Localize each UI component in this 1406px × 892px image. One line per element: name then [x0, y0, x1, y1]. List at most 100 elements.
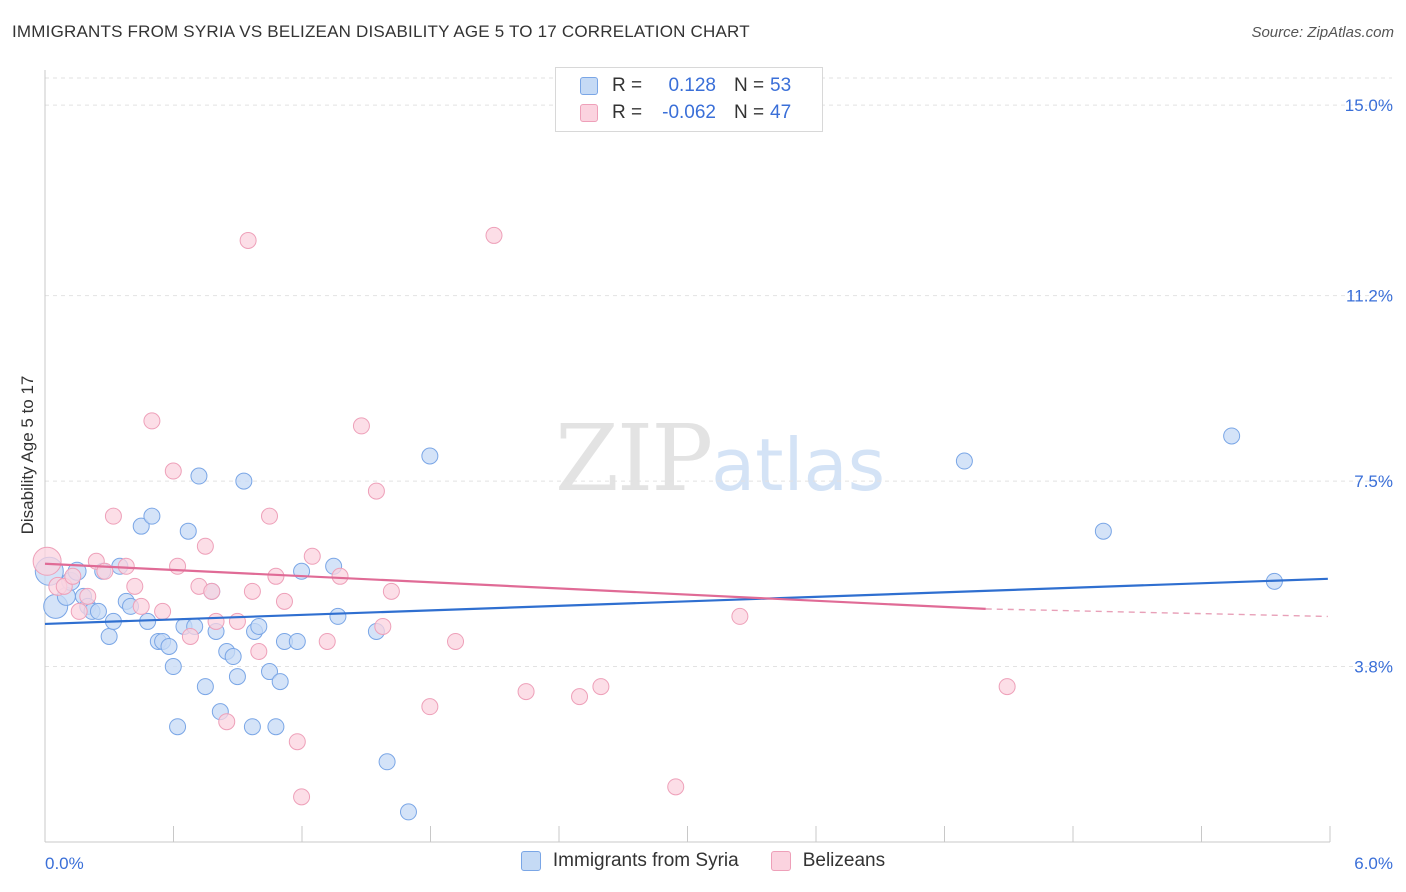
syria-point: [169, 718, 187, 736]
x-tick-label: 6.0%: [1354, 854, 1393, 873]
syria-point: [100, 627, 118, 645]
belizean-point: [331, 567, 349, 585]
belizean-point: [181, 627, 199, 645]
syria-point: [1094, 522, 1112, 540]
belizean-point: [126, 577, 144, 595]
syria-point: [235, 472, 253, 490]
r-value: -0.062: [662, 102, 716, 123]
belizean-point: [70, 602, 88, 620]
belizean-point: [447, 632, 465, 650]
legend-row-syria: R = 0.128 N = 53: [580, 73, 791, 99]
belizean-point: [275, 592, 293, 610]
syria-point: [955, 452, 973, 470]
belizean-point: [485, 226, 503, 244]
belizean-point: [243, 582, 261, 600]
syria-point: [267, 718, 285, 736]
belizean-trend-extension: [985, 608, 1328, 618]
belizean-point: [421, 698, 439, 716]
r-label: R =: [612, 102, 643, 123]
correlation-legend: R = 0.128 N = 53 R = -0.062 N = 47: [555, 67, 823, 132]
chart-title: IMMIGRANTS FROM SYRIA VS BELIZEAN DISABI…: [12, 22, 750, 41]
x-tick-label: 0.0%: [45, 854, 84, 873]
r-label: R =: [612, 75, 643, 96]
y-tick-label: 15.0%: [1345, 96, 1393, 115]
belizean-point: [250, 643, 268, 661]
belizean-point: [207, 612, 225, 630]
belizean-point: [154, 602, 172, 620]
syria-trend-line: [44, 577, 1328, 626]
syria-point: [164, 658, 182, 676]
y-axis-label: Disability Age 5 to 17: [18, 375, 37, 535]
syria-point: [250, 617, 268, 635]
belizean-point: [267, 567, 285, 585]
y-tick-label: 3.8%: [1354, 658, 1393, 677]
belizean-point: [203, 582, 221, 600]
belizean-point: [261, 507, 278, 525]
belizean-trend-line: [44, 562, 986, 610]
belizean-point: [104, 507, 122, 525]
belizean-point: [239, 231, 257, 249]
syria-point: [190, 467, 208, 485]
belizean-point: [303, 547, 321, 565]
syria-point: [329, 607, 347, 625]
belizean-point: [352, 417, 370, 435]
syria-point: [228, 668, 246, 686]
belizean-point: [367, 482, 385, 500]
syria-point: [143, 507, 161, 525]
syria-point: [132, 517, 150, 535]
syria-point: [243, 718, 261, 736]
r-value: 0.128: [668, 75, 716, 96]
belizean-point: [196, 537, 214, 555]
belizean-point: [998, 678, 1016, 696]
belizean-point: [517, 683, 535, 701]
belizean-point: [571, 688, 589, 706]
legend-row-belizeans: R = -0.062 N = 47: [580, 100, 791, 126]
belizean-point: [382, 582, 400, 600]
belizean-point: [228, 612, 246, 630]
belizean-point: [79, 587, 97, 605]
syria-point: [196, 678, 214, 696]
belizean-point: [218, 713, 236, 731]
belizean-point: [374, 617, 392, 635]
syria-point: [1223, 427, 1241, 445]
belizeans-swatch: [580, 104, 598, 122]
belizean-point: [288, 733, 306, 751]
syria-point: [261, 663, 278, 681]
legend-item-belizeans: Belizeans: [770, 850, 885, 872]
belizean-point: [132, 597, 150, 615]
syria-point: [378, 753, 396, 771]
belizeans-legend-swatch: [770, 851, 791, 871]
syria-point: [421, 447, 439, 465]
n-value: 47: [770, 102, 792, 123]
syria-point: [271, 673, 289, 691]
belizean-point: [318, 632, 336, 650]
belizean-point: [143, 412, 161, 430]
syria-point: [160, 637, 178, 655]
n-label: N =: [734, 75, 765, 96]
n-label: N =: [734, 102, 765, 123]
belizean-point: [64, 567, 82, 585]
belizean-point: [169, 557, 187, 575]
syria-point: [288, 632, 306, 650]
syria-swatch: [580, 77, 598, 95]
belizean-point: [731, 607, 749, 625]
legend-item-syria: Immigrants from Syria: [520, 850, 739, 872]
syria-point: [399, 803, 417, 821]
source-label: Source: ZipAtlas.com: [1251, 24, 1394, 41]
series-legend: Immigrants from Syria Belizeans: [0, 850, 1406, 872]
belizean-point: [164, 462, 182, 480]
legend-label-syria: Immigrants from Syria: [552, 850, 739, 871]
belizean-point: [293, 788, 311, 806]
belizean-point: [667, 778, 685, 796]
belizean-point: [117, 557, 135, 575]
syria-point: [89, 602, 107, 620]
y-tick-label: 11.2%: [1346, 287, 1393, 306]
syria-legend-swatch: [520, 851, 541, 871]
syria-point: [224, 648, 242, 666]
watermark-logo: ZIPatlas: [555, 405, 886, 512]
y-tick-label: 7.5%: [1354, 472, 1393, 491]
belizean-point: [32, 546, 62, 576]
belizean-point: [592, 678, 610, 696]
syria-point: [179, 522, 197, 540]
